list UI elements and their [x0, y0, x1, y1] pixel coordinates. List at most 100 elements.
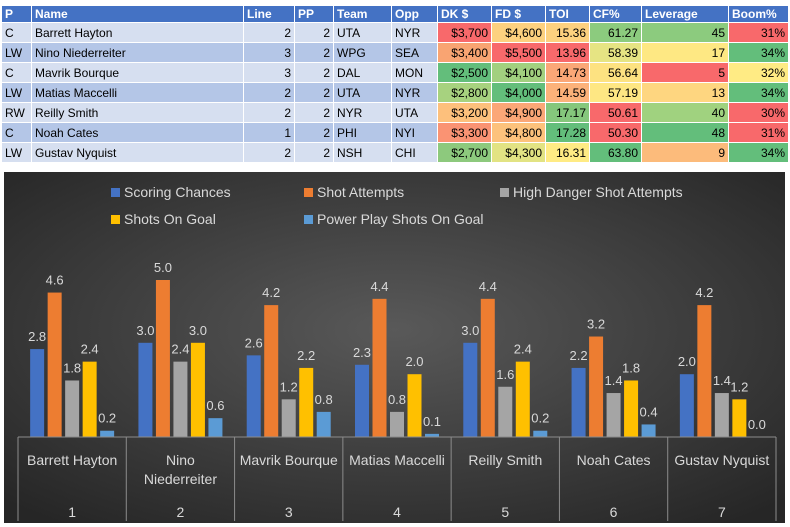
- data-label: 1.4: [713, 373, 731, 388]
- header-name[interactable]: Name: [31, 5, 244, 23]
- cell-pp: 2: [294, 82, 334, 103]
- legend-swatch-2[interactable]: [304, 188, 313, 197]
- data-label: 0.4: [640, 404, 658, 419]
- cell-boom-pct: 30%: [728, 102, 789, 123]
- bar-shot-attempts-1[interactable]: [47, 292, 62, 437]
- legend-swatch-4[interactable]: [111, 215, 120, 224]
- header-cf-pct[interactable]: CF%: [589, 5, 642, 23]
- header-line[interactable]: Line: [243, 5, 295, 23]
- bar-shots-on-goal-5[interactable]: [515, 361, 530, 437]
- header-position[interactable]: P: [1, 5, 32, 23]
- cell-team: WPG: [333, 42, 392, 63]
- cell-opp: MON: [391, 62, 438, 83]
- bar-scoring-chances-4[interactable]: [355, 364, 369, 437]
- cell-toi: 17.28: [545, 122, 590, 143]
- bar-shots-on-goal-7[interactable]: [732, 399, 747, 437]
- bar-high-danger-shot-attempts-1[interactable]: [65, 380, 80, 437]
- cell-team: NSH: [333, 142, 392, 163]
- bar-shot-attempts-2[interactable]: [155, 280, 170, 437]
- header-leverage[interactable]: Leverage: [641, 5, 729, 23]
- category-label-3: Mavrik Bourque: [240, 452, 338, 468]
- bar-power-play-shots-on-goal-3[interactable]: [316, 411, 331, 437]
- chart-svg: Scoring Chances Shot Attempts High Danger …: [4, 172, 785, 523]
- bar-shots-on-goal-2[interactable]: [190, 342, 205, 437]
- legend-label-3[interactable]: High Danger Shot Attempts: [513, 184, 683, 200]
- category-label-7: Gustav Nyquist: [674, 452, 769, 468]
- bar-shots-on-goal-6[interactable]: [624, 380, 639, 437]
- bar-power-play-shots-on-goal-1[interactable]: [100, 430, 115, 437]
- bar-high-danger-shot-attempts-2[interactable]: [173, 361, 188, 437]
- legend-label-2[interactable]: Shot Attempts: [317, 184, 404, 200]
- bar-scoring-chances-5[interactable]: [463, 342, 478, 437]
- header-fd-salary[interactable]: FD $: [491, 5, 546, 23]
- cell-cf-pct: 50.30: [589, 122, 642, 143]
- table-row[interactable]: RW Reilly Smith 2 2 NYR UTA $3,200 $4,900 17.17 5…: [1, 102, 789, 123]
- table-row[interactable]: LW Nino Niederreiter 3 2 WPG SEA $3,400 $5,500 1…: [1, 42, 789, 63]
- cell-leverage: 45: [641, 22, 729, 43]
- data-label: 0.1: [423, 414, 441, 429]
- table-row[interactable]: C Mavrik Bourque 3 2 DAL MON $2,500 $4,100 14.73…: [1, 62, 789, 83]
- data-label: 1.4: [605, 373, 623, 388]
- header-toi[interactable]: TOI: [545, 5, 590, 23]
- table-row[interactable]: C Noah Cates 1 2 PHI NYI $3,300 $4,800 17.28 50.3…: [1, 122, 789, 143]
- bar-shots-on-goal-3[interactable]: [299, 367, 314, 437]
- bar-high-danger-shot-attempts-3[interactable]: [281, 399, 296, 437]
- bar-scoring-chances-6[interactable]: [571, 367, 586, 437]
- bar-scoring-chances-1[interactable]: [30, 349, 45, 437]
- bar-shot-attempts-3[interactable]: [264, 305, 279, 437]
- header-team[interactable]: Team: [333, 5, 392, 23]
- bar-shots-on-goal-4[interactable]: [407, 374, 422, 437]
- header-opp[interactable]: Opp: [391, 5, 438, 23]
- legend-swatch-1[interactable]: [111, 188, 120, 197]
- bar-shot-attempts-4[interactable]: [372, 298, 387, 437]
- cell-line: 3: [243, 62, 295, 83]
- bar-power-play-shots-on-goal-2[interactable]: [208, 418, 223, 437]
- data-label: 2.2: [297, 348, 315, 363]
- category-number-3: 3: [285, 504, 293, 520]
- data-label: 1.2: [730, 379, 748, 394]
- player-table: P Name Line PP Team Opp DK $ FD $ TOI CF…: [1, 5, 789, 163]
- bar-shot-attempts-5[interactable]: [480, 298, 495, 437]
- cell-cf-pct: 57.19: [589, 82, 642, 103]
- legend-label-4[interactable]: Shots On Goal: [124, 211, 216, 227]
- cell-fd-salary: $4,000: [491, 82, 546, 103]
- bar-high-danger-shot-attempts-4[interactable]: [390, 411, 404, 437]
- bar-scoring-chances-3[interactable]: [246, 355, 261, 437]
- bar-high-danger-shot-attempts-7[interactable]: [714, 393, 729, 437]
- category-number-1: 1: [68, 504, 76, 520]
- bar-scoring-chances-2[interactable]: [138, 342, 153, 437]
- cell-fd-salary: $5,500: [491, 42, 546, 63]
- cell-player-name: Matias Maccelli: [31, 82, 244, 103]
- bar-scoring-chances-7[interactable]: [679, 374, 694, 437]
- bar-power-play-shots-on-goal-4[interactable]: [425, 433, 439, 437]
- category-label-4: Matias Maccelli: [349, 452, 445, 468]
- data-label: 0.0: [748, 417, 766, 432]
- header-pp[interactable]: PP: [294, 5, 334, 23]
- header-dk-salary[interactable]: DK $: [437, 5, 492, 23]
- bar-shot-attempts-7[interactable]: [697, 305, 712, 437]
- cell-leverage: 40: [641, 102, 729, 123]
- cell-fd-salary: $4,100: [491, 62, 546, 83]
- legend-swatch-3[interactable]: [500, 188, 509, 197]
- cell-opp: UTA: [391, 102, 438, 123]
- legend-label-5[interactable]: Power Play Shots On Goal: [317, 211, 484, 227]
- bar-high-danger-shot-attempts-5[interactable]: [498, 386, 513, 437]
- bar-high-danger-shot-attempts-6[interactable]: [606, 393, 621, 437]
- data-label: 1.8: [622, 360, 640, 375]
- cell-cf-pct: 58.39: [589, 42, 642, 63]
- legend-swatch-5[interactable]: [304, 215, 313, 224]
- bar-power-play-shots-on-goal-5[interactable]: [533, 430, 548, 437]
- legend-label-1[interactable]: Scoring Chances: [124, 184, 231, 200]
- data-label: 2.4: [514, 342, 532, 357]
- bar-power-play-shots-on-goal-6[interactable]: [641, 424, 656, 437]
- table-row[interactable]: LW Gustav Nyquist 2 2 NSH CHI $2,700 $4,300 16.3…: [1, 142, 789, 163]
- data-label: 1.2: [280, 379, 298, 394]
- chart-background: [4, 172, 785, 523]
- table-row[interactable]: C Barrett Hayton 2 2 UTA NYR $3,700 $4,600 15.36…: [1, 22, 789, 43]
- bar-shots-on-goal-1[interactable]: [82, 361, 97, 437]
- bar-shot-attempts-6[interactable]: [589, 336, 604, 437]
- cell-opp: SEA: [391, 42, 438, 63]
- cell-pp: 2: [294, 122, 334, 143]
- table-row[interactable]: LW Matias Maccelli 2 2 UTA NYR $2,800 $4,000 14.…: [1, 82, 789, 103]
- header-boom-pct[interactable]: Boom%: [728, 5, 789, 23]
